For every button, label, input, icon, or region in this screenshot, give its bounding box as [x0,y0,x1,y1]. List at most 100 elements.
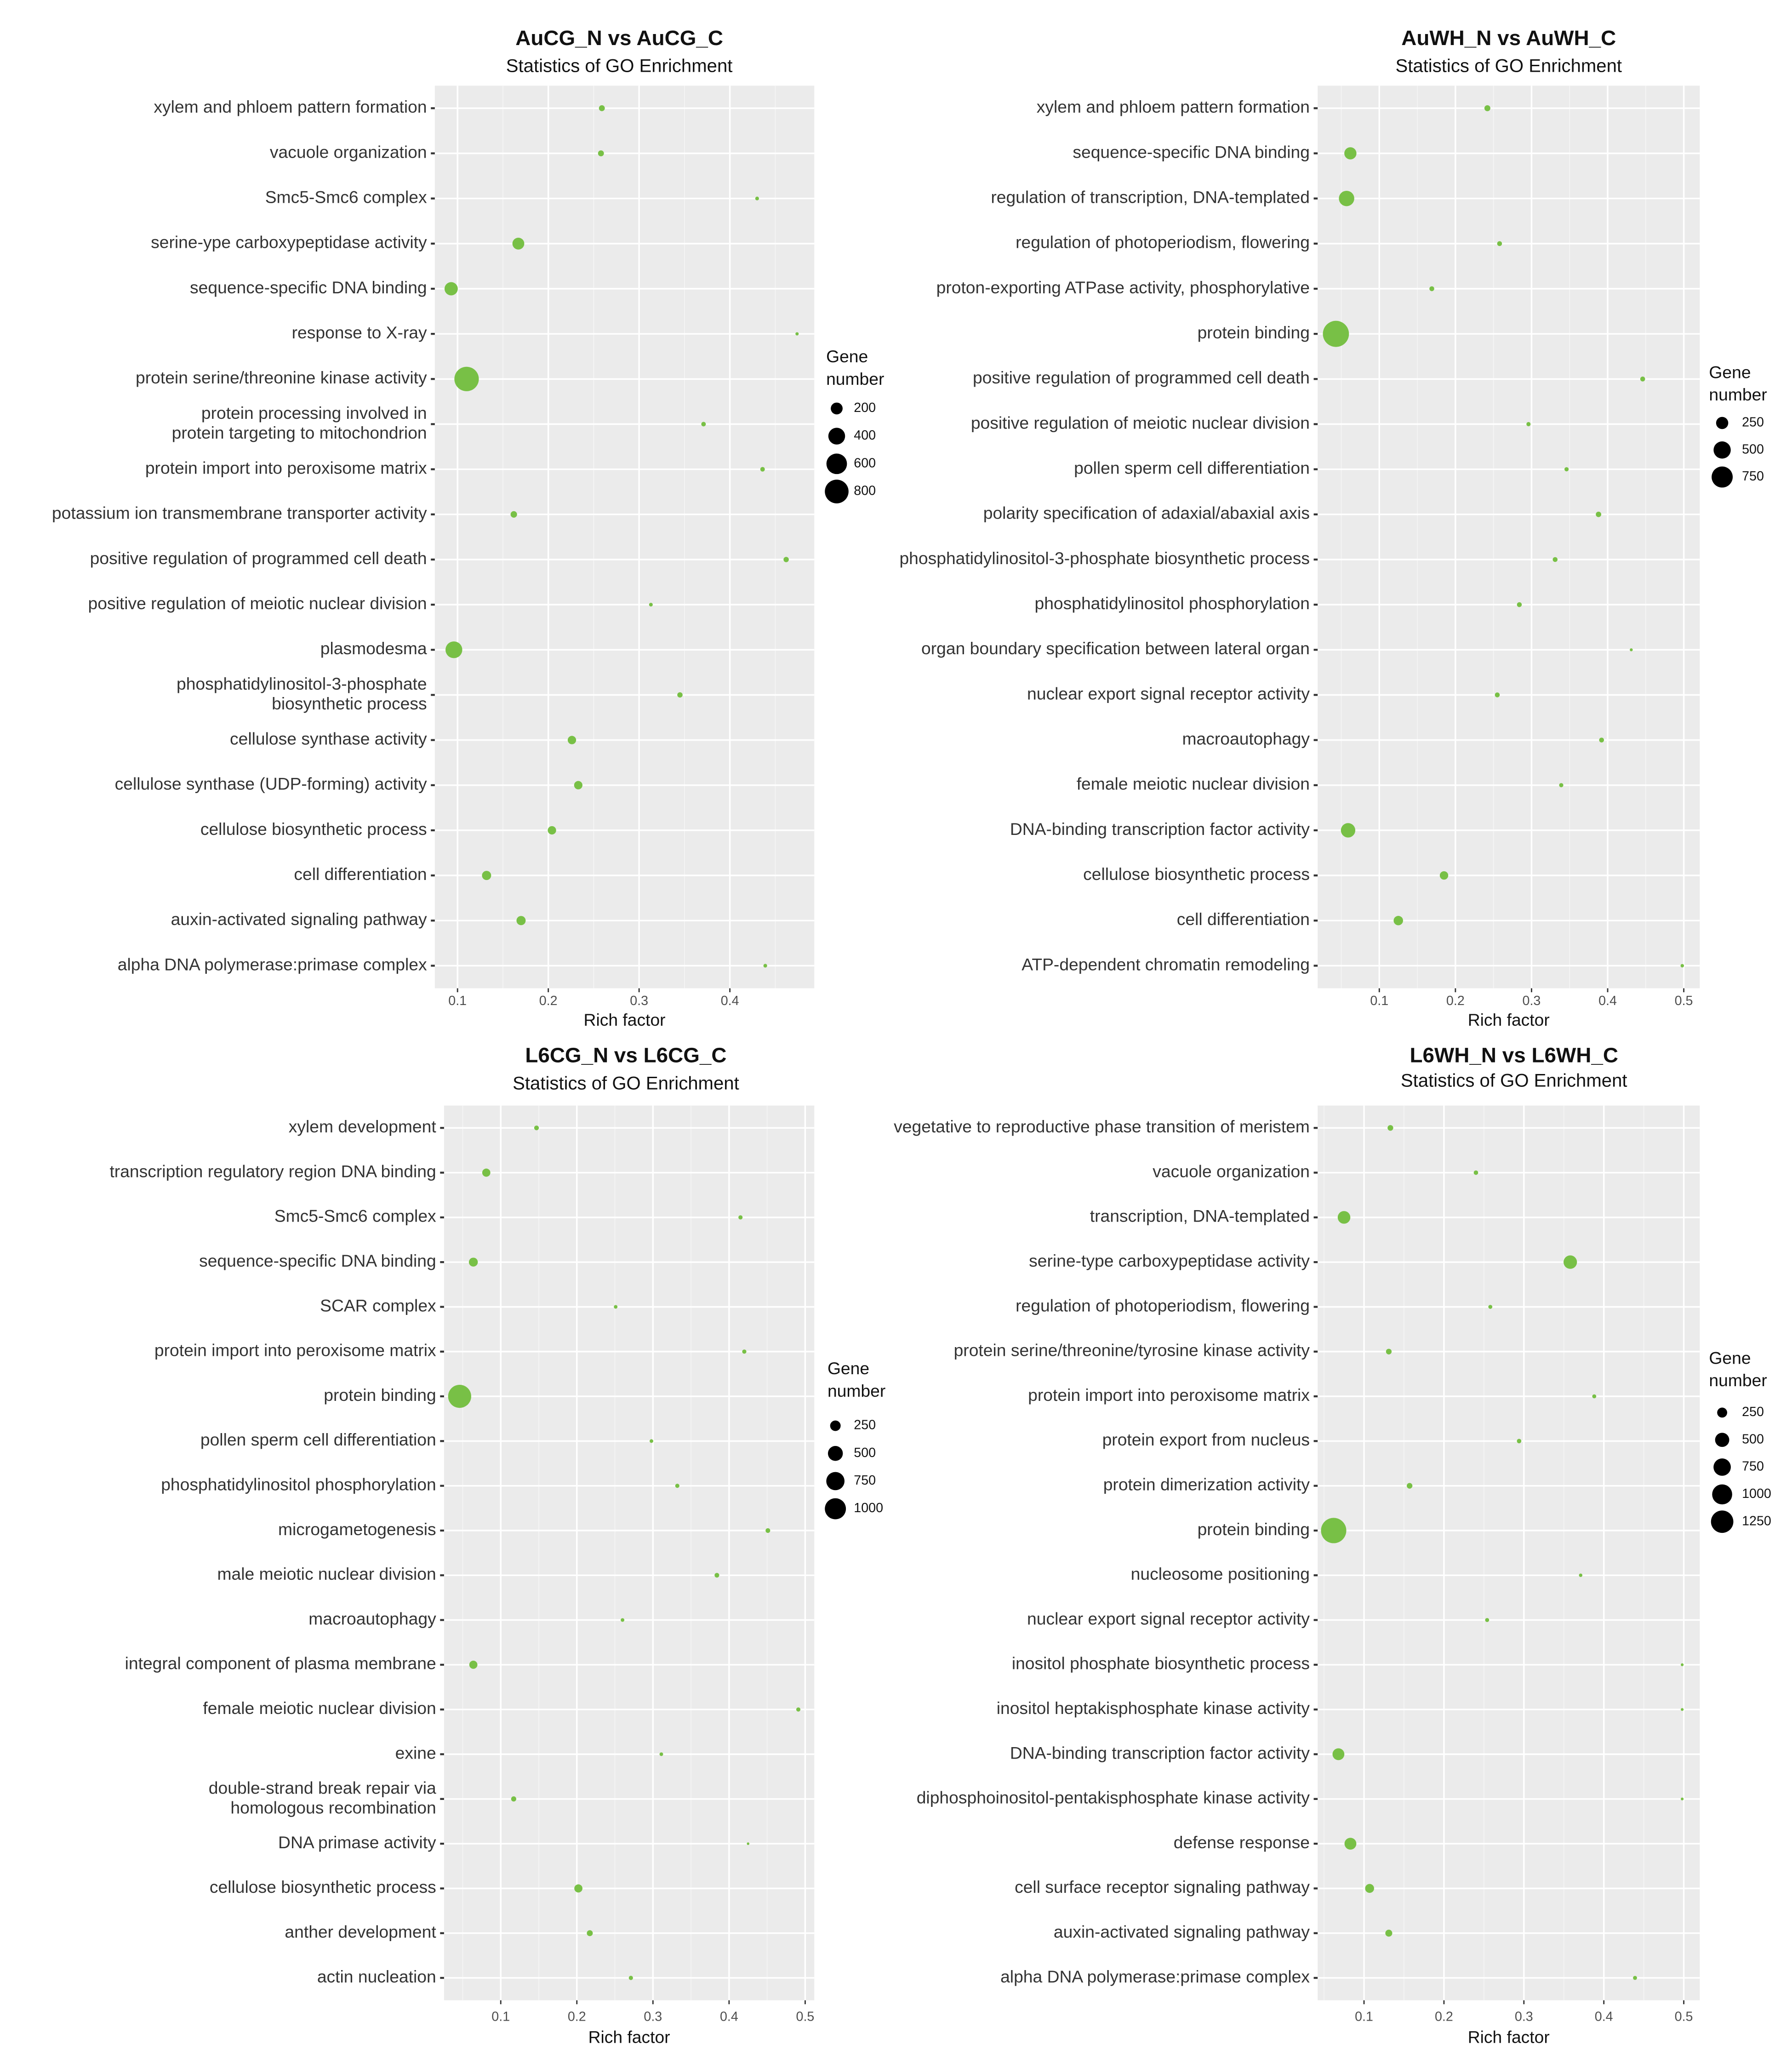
y-tick-label: protein export from nucleus [1102,1430,1310,1449]
chart-subtitle: Statistics of GO Enrichment [513,1073,739,1093]
x-tick-label: 0.1 [491,2009,510,2024]
bubble [1387,1125,1393,1131]
bubble [1323,320,1349,347]
x-tick-label: 0.4 [1598,994,1617,1008]
y-tick-label: cell surface receptor signaling pathway [1015,1877,1310,1897]
x-tick-label: 0.3 [644,2009,662,2024]
legend-bubble [1717,1407,1727,1418]
y-tick-label: alpha DNA polymerase:primase complex [118,954,427,974]
legend-bubble [1712,1484,1732,1505]
bubble [1439,871,1449,880]
y-tick-label: microgametogenesis [278,1520,436,1539]
chart-subtitle: Statistics of GO Enrichment [1395,56,1622,76]
y-tick-label: positive regulation of meiotic nuclear d… [971,413,1310,432]
bubble [747,1842,750,1845]
x-tick-label: 0.4 [720,2009,738,2024]
y-tick-label: anther development [285,1922,436,1942]
bubble [760,467,765,472]
y-tick-label: DNA-binding transcription factor activit… [1010,1743,1310,1762]
x-tick-label: 0.3 [630,994,648,1008]
plot-background [444,1105,815,2000]
legend-bubble [828,428,845,445]
bubble [1517,602,1522,607]
x-tick-label: 0.1 [1370,994,1388,1008]
bubble [574,1884,582,1893]
bubble [599,105,605,111]
y-tick-label: cellulose biosynthetic process [200,819,427,839]
y-tick-label: auxin-activated signaling pathway [171,909,427,929]
y-tick-label: sequence-specific DNA binding [1073,142,1310,161]
y-tick-label: transcription, DNA-templated [1090,1206,1310,1226]
chart-title: AuWH_N vs AuWH_C [1401,26,1616,50]
x-tick-label: 0.5 [1675,2009,1693,2024]
x-tick-label: 0.1 [448,994,467,1008]
y-tick-label: xylem and phloem pattern formation [1037,97,1310,116]
legend-label: 500 [1742,1432,1764,1446]
y-tick-label: integral component of plasma membrane [125,1654,436,1673]
y-tick-label: Smc5-Smc6 complex [274,1206,436,1226]
y-tick-label: diphosphoinositol-pentakisphosphate kina… [917,1788,1310,1807]
y-tick-label: positive regulation of programmed cell d… [973,368,1310,387]
y-tick-label: xylem development [289,1117,437,1136]
bubble [1596,511,1602,517]
bubble [598,150,604,156]
chart-title: AuCG_N vs AuCG_C [515,26,723,50]
bubble [677,692,683,698]
legend-label: 400 [854,428,876,443]
y-tick-label: vacuole organization [270,142,427,161]
y-tick-label: exine [395,1743,436,1762]
bubble [448,1384,471,1408]
y-tick-label: response to X-ray [292,323,427,342]
legend-bubble [831,402,843,415]
y-tick-label: positive regulation of meiotic nuclear d… [88,594,427,613]
bubble [755,196,759,200]
y-tick-label: DNA-binding transcription factor activit… [1010,819,1310,839]
x-tick-label: 0.2 [1446,994,1465,1008]
chart-title: L6WH_N vs L6WH_C [1410,1043,1618,1067]
bubble [714,1573,719,1578]
y-tick-label: male meiotic nuclear division [217,1564,436,1583]
x-axis-title: Rich factor [1468,2028,1550,2047]
bubble [445,641,462,658]
y-tick-label: phosphatidylinositol phosphorylation [1034,594,1309,613]
y-tick-label: protein binding [1198,323,1310,342]
bubble [482,871,491,880]
y-tick-label: regulation of transcription, DNA-templat… [991,188,1310,207]
y-tick-label: pollen sperm cell differentiation [200,1430,436,1449]
y-tick-label: protein serine/threonine kinase activity [136,368,427,387]
legend-bubble [1711,1510,1734,1533]
bubble [1321,1518,1347,1543]
bubble [1552,557,1558,562]
y-tick-label: protein processing involved in protein ta… [172,403,427,442]
y-tick-label: proton-exporting ATPase activity, phosph… [936,278,1310,297]
bubble [1344,147,1357,160]
legend-label: 750 [1742,469,1764,484]
y-tick-label: vacuole organization [1153,1161,1310,1181]
bubble [511,1796,516,1802]
y-tick-label: pollen sperm cell differentiation [1074,458,1310,478]
y-tick-label: vegetative to reproductive phase transit… [894,1117,1310,1136]
chart-subtitle: Statistics of GO Enrichment [506,56,733,76]
legend-label: 800 [854,484,876,498]
legend-label: 750 [854,1473,876,1488]
bubble [1484,105,1490,111]
x-tick-label: 0.4 [1595,2009,1613,2024]
x-tick-label: 0.2 [539,994,558,1008]
y-tick-label: plasmodesma [320,639,427,658]
y-tick-label: cellulose synthase (UDP-forming) activit… [115,774,427,794]
y-tick-label: protein binding [1198,1520,1310,1539]
y-tick-label: alpha DNA polymerase:primase complex [1000,1967,1310,1986]
x-tick-label: 0.2 [568,2009,586,2024]
y-tick-label: ATP-dependent chromatin remodeling [1022,954,1310,974]
y-tick-label: potassium ion transmembrane transporter … [52,503,427,523]
legend-title: Gene number [828,1359,885,1400]
bubble [1488,1305,1493,1309]
bubble [1681,1708,1684,1711]
bubble [1564,1255,1577,1269]
bubble [628,1976,633,1980]
bubble [1592,1394,1597,1399]
bubble [763,964,767,968]
y-tick-label: auxin-activated signaling pathway [1054,1922,1310,1942]
bubble [512,237,525,250]
